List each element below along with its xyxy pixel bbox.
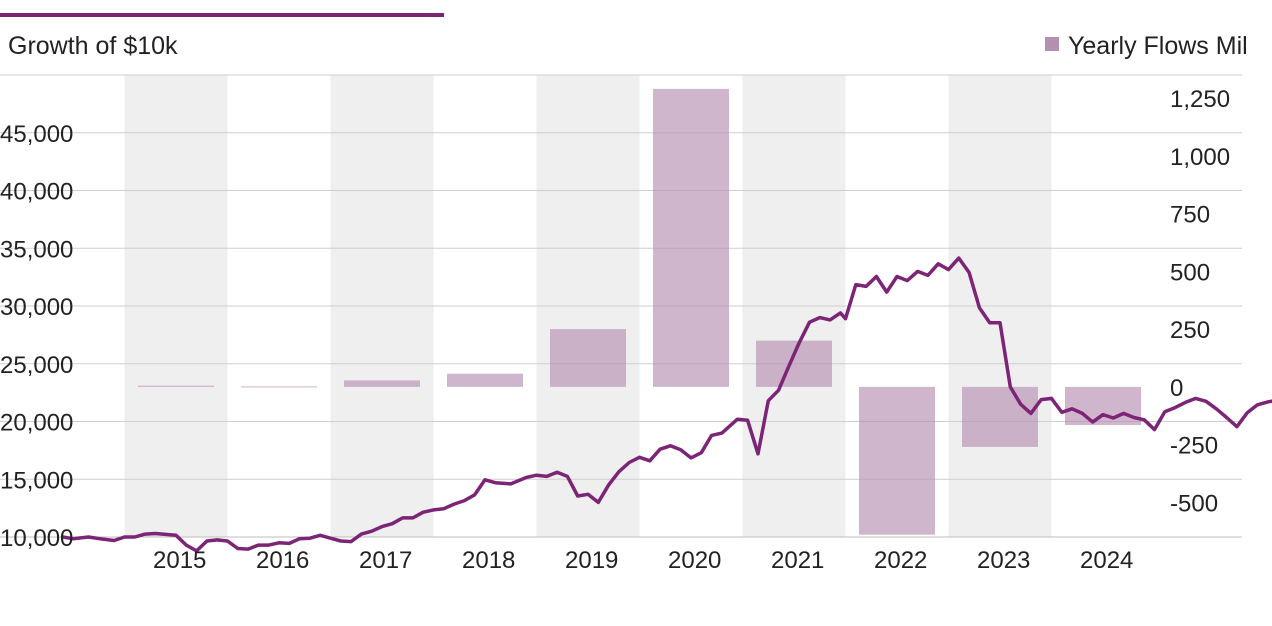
flow-bar-2024 xyxy=(1065,386,1141,425)
right-tick-label: -250 xyxy=(1170,433,1218,460)
flow-bar-2017 xyxy=(344,380,420,387)
left-tick-label: 15,000 xyxy=(0,467,73,494)
left-tick-label: 25,000 xyxy=(0,352,73,379)
left-axis-ticks: 10,000 15,000 20,000 25,000 30,000 35,000 40,0… xyxy=(0,121,73,552)
flow-bar-2021 xyxy=(756,340,832,387)
flow-bar-2015 xyxy=(138,385,214,387)
x-tick-label: 2017 xyxy=(359,547,412,574)
legend-label: Yearly Flows Mil xyxy=(1068,32,1248,60)
flow-bar-2018 xyxy=(447,373,523,387)
top-accent-bar xyxy=(0,13,444,17)
right-tick-label: -500 xyxy=(1170,490,1218,517)
x-tick-label: 2021 xyxy=(771,547,824,574)
right-tick-label: 500 xyxy=(1170,259,1210,286)
left-axis-title: Growth of $10k xyxy=(8,32,178,60)
x-tick-label: 2022 xyxy=(874,547,927,574)
flow-bar-2022 xyxy=(859,386,935,535)
left-tick-label: 35,000 xyxy=(0,236,73,263)
flow-bar-2019 xyxy=(550,329,626,387)
flow-bar-2020 xyxy=(653,88,729,387)
left-tick-label: 20,000 xyxy=(0,410,73,437)
flow-bar-2023 xyxy=(962,386,1038,447)
flow-bars xyxy=(138,88,1141,535)
legend-swatch xyxy=(1045,37,1059,51)
x-tick-label: 2019 xyxy=(565,547,618,574)
left-tick-label: 10,000 xyxy=(0,525,73,552)
right-tick-label: 1,250 xyxy=(1170,86,1230,113)
growth-line-layer xyxy=(60,256,1272,553)
x-tick-label: 2020 xyxy=(668,547,721,574)
x-tick-label: 2015 xyxy=(153,547,206,574)
x-tick-label: 2018 xyxy=(462,547,515,574)
gridlines xyxy=(0,74,1242,538)
x-tick-label: 2016 xyxy=(256,547,309,574)
left-tick-label: 40,000 xyxy=(0,179,73,206)
right-tick-label: 750 xyxy=(1170,202,1210,229)
right-axis-ticks: -500 -250 0 250 500 750 1,000 1,250 xyxy=(1170,86,1230,517)
right-tick-label: 0 xyxy=(1170,375,1183,402)
x-axis-ticks: 2015 2016 2017 2018 2019 2020 2021 2022 2023 2024 xyxy=(153,547,1133,574)
right-tick-label: 1,000 xyxy=(1170,144,1230,171)
x-tick-label: 2024 xyxy=(1080,547,1133,574)
left-tick-label: 45,000 xyxy=(0,121,73,148)
growth-line xyxy=(60,256,1272,553)
right-tick-label: 250 xyxy=(1170,317,1210,344)
flow-bar-2016 xyxy=(241,386,317,388)
x-tick-label: 2023 xyxy=(977,547,1030,574)
left-tick-label: 30,000 xyxy=(0,294,73,321)
